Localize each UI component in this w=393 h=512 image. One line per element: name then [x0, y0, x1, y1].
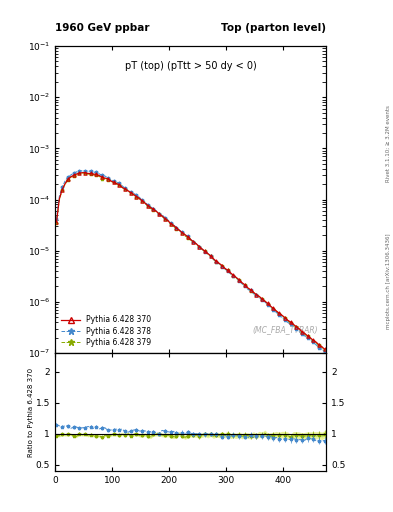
Text: Rivet 3.1.10; ≥ 3.2M events: Rivet 3.1.10; ≥ 3.2M events [386, 105, 391, 182]
Text: pT (top) (pTtt > 50 dy < 0): pT (top) (pTtt > 50 dy < 0) [125, 61, 257, 72]
Text: 1960 GeV ppbar: 1960 GeV ppbar [55, 23, 149, 33]
Text: (MC_FBA_TTBAR): (MC_FBA_TTBAR) [252, 326, 318, 334]
Y-axis label: Ratio to Pythia 6.428 370: Ratio to Pythia 6.428 370 [28, 368, 35, 457]
Legend: Pythia 6.428 370, Pythia 6.428 378, Pythia 6.428 379: Pythia 6.428 370, Pythia 6.428 378, Pyth… [59, 313, 154, 349]
Text: mcplots.cern.ch [arXiv:1306.3436]: mcplots.cern.ch [arXiv:1306.3436] [386, 234, 391, 329]
Text: Top (parton level): Top (parton level) [221, 23, 326, 33]
